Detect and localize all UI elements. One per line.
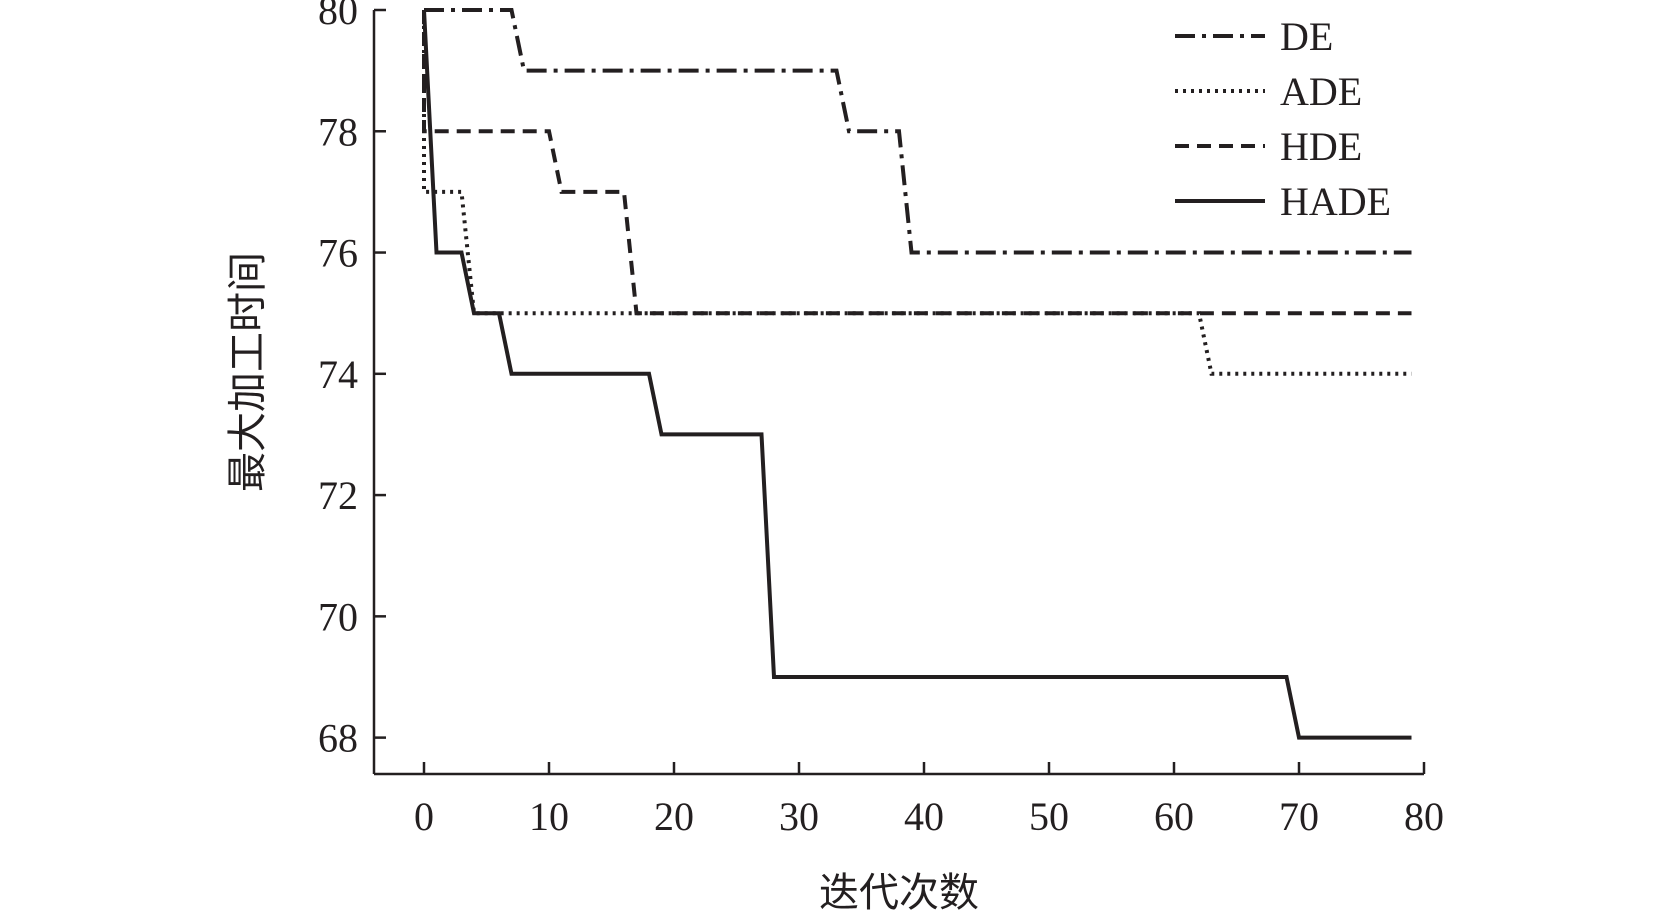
y-tick-label: 76: [318, 231, 358, 276]
legend-label-hade: HADE: [1280, 179, 1391, 224]
y-tick-label: 78: [318, 109, 358, 154]
x-tick-label: 20: [654, 794, 694, 839]
x-tick-label: 60: [1154, 794, 1194, 839]
x-tick-label: 40: [904, 794, 944, 839]
series-layer: [422, 8, 1412, 740]
y-ticks: 68 70 72 74 76 78 80: [318, 0, 386, 761]
legend-label-hde: HDE: [1280, 124, 1362, 169]
x-tick-label: 30: [779, 794, 819, 839]
y-tick-label: 80: [318, 0, 358, 33]
y-tick-label: 70: [318, 594, 358, 639]
series-line-hade: [422, 9, 1412, 740]
series-line-de: [424, 8, 1412, 255]
legend: DE ADE HDE HADE: [1175, 14, 1391, 224]
x-tick-label: 0: [414, 794, 434, 839]
y-tick-label: 72: [318, 473, 358, 518]
y-tick-label: 74: [318, 352, 358, 397]
series-line-ade: [422, 10, 1412, 376]
legend-label-ade: ADE: [1280, 69, 1362, 114]
legend-label-de: DE: [1280, 14, 1333, 59]
x-tick-label: 80: [1404, 794, 1444, 839]
y-axis-title: 最大加工时间: [225, 252, 271, 492]
x-axis-title: 迭代次数: [819, 870, 979, 916]
x-tick-label: 50: [1029, 794, 1069, 839]
axes-layer: [372, 10, 1424, 776]
y-tick-label: 68: [318, 716, 358, 761]
x-tick-label: 10: [529, 794, 569, 839]
x-ticks: 0 10 20 30 40 50 60 70 80: [414, 762, 1444, 839]
series-line-hde: [422, 10, 1412, 316]
x-tick-label: 70: [1279, 794, 1319, 839]
